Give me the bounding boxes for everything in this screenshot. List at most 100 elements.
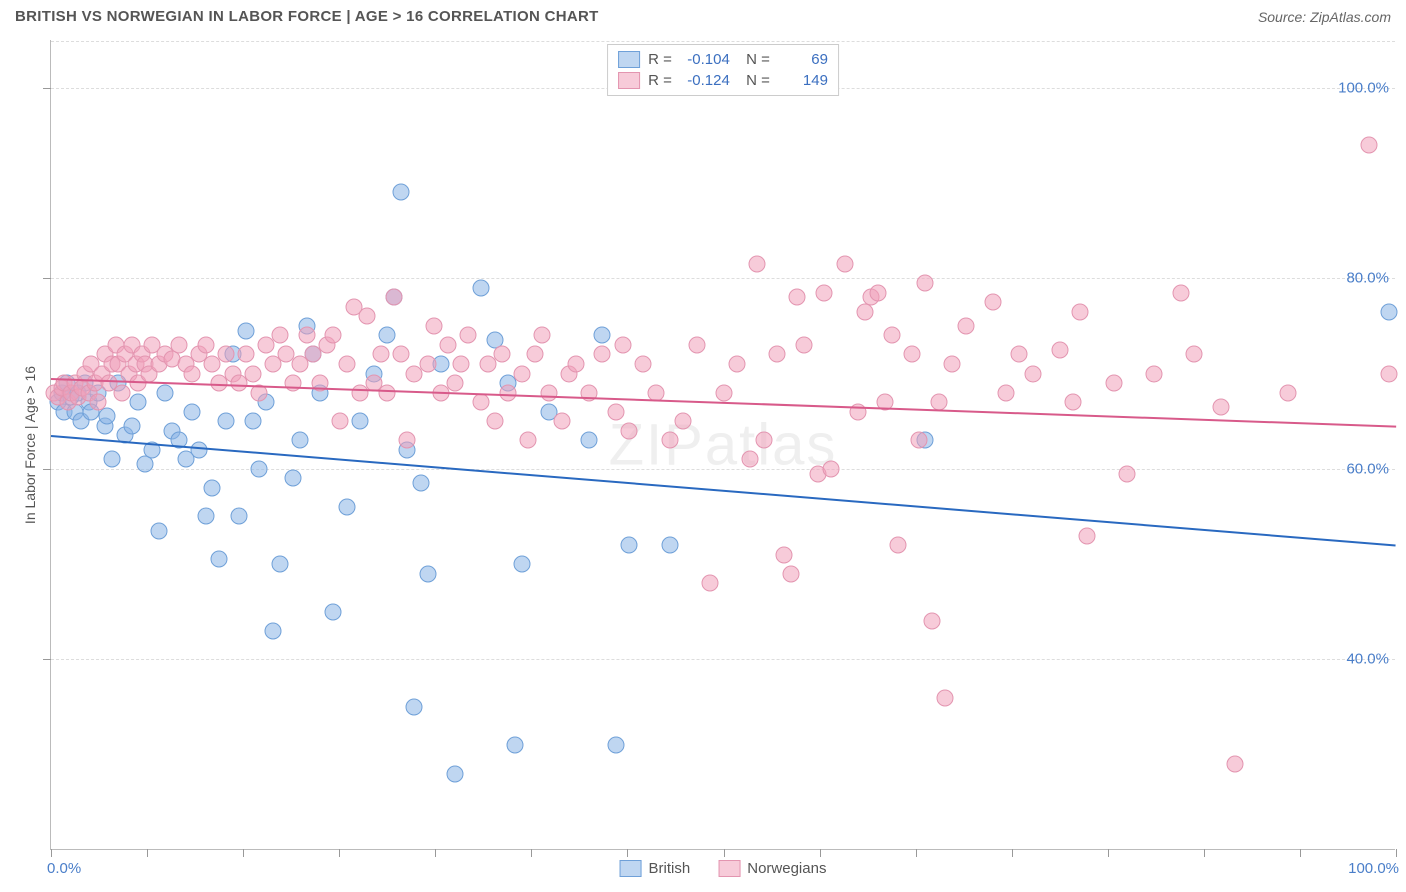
data-point bbox=[984, 294, 1001, 311]
data-point bbox=[285, 470, 302, 487]
legend-item-british: British bbox=[620, 860, 691, 877]
data-point bbox=[507, 737, 524, 754]
data-point bbox=[244, 365, 261, 382]
trend-line bbox=[51, 435, 1396, 547]
data-point bbox=[816, 284, 833, 301]
stat-n-label: N = bbox=[738, 72, 770, 89]
data-point bbox=[567, 356, 584, 373]
chart-header: BRITISH VS NORWEGIAN IN LABOR FORCE | AG… bbox=[0, 0, 1406, 31]
gridline bbox=[51, 278, 1395, 279]
swatch-british bbox=[620, 860, 642, 877]
data-point bbox=[204, 479, 221, 496]
gridline bbox=[51, 41, 1395, 42]
x-tick bbox=[243, 849, 244, 857]
data-point bbox=[459, 327, 476, 344]
data-point bbox=[621, 422, 638, 439]
data-point bbox=[930, 394, 947, 411]
data-point bbox=[271, 327, 288, 344]
legend-stats-row: R = -0.124 N = 149 bbox=[618, 70, 828, 91]
y-tick-label: 40.0% bbox=[1346, 651, 1389, 668]
data-point bbox=[540, 384, 557, 401]
data-point bbox=[1186, 346, 1203, 363]
data-point bbox=[412, 475, 429, 492]
data-point bbox=[372, 346, 389, 363]
swatch-norwegians bbox=[618, 72, 640, 89]
data-point bbox=[211, 551, 228, 568]
legend-stats-row: R = -0.104 N = 69 bbox=[618, 49, 828, 70]
data-point bbox=[217, 413, 234, 430]
data-point bbox=[264, 622, 281, 639]
data-point bbox=[776, 546, 793, 563]
data-point bbox=[957, 317, 974, 334]
data-point bbox=[170, 336, 187, 353]
data-point bbox=[1051, 341, 1068, 358]
data-point bbox=[385, 289, 402, 306]
data-point bbox=[325, 603, 342, 620]
legend-label: Norwegians bbox=[747, 860, 826, 877]
data-point bbox=[352, 413, 369, 430]
data-point bbox=[130, 394, 147, 411]
chart-container: In Labor Force | Age > 16 ZIPatlas R = -… bbox=[50, 40, 1395, 850]
data-point bbox=[123, 417, 140, 434]
data-point bbox=[923, 613, 940, 630]
data-point bbox=[661, 432, 678, 449]
data-point bbox=[406, 699, 423, 716]
data-point bbox=[789, 289, 806, 306]
data-point bbox=[379, 384, 396, 401]
data-point bbox=[1361, 136, 1378, 153]
x-tick bbox=[147, 849, 148, 857]
data-point bbox=[359, 308, 376, 325]
data-point bbox=[836, 255, 853, 272]
data-point bbox=[883, 327, 900, 344]
data-point bbox=[607, 403, 624, 420]
data-point bbox=[190, 441, 207, 458]
data-point bbox=[392, 346, 409, 363]
data-point bbox=[99, 408, 116, 425]
data-point bbox=[399, 432, 416, 449]
data-point bbox=[157, 384, 174, 401]
stat-r-label: R = bbox=[648, 72, 672, 89]
data-point bbox=[533, 327, 550, 344]
data-point bbox=[1119, 465, 1136, 482]
data-point bbox=[325, 327, 342, 344]
x-axis-min-label: 0.0% bbox=[47, 860, 81, 877]
data-point bbox=[1024, 365, 1041, 382]
x-tick bbox=[435, 849, 436, 857]
stat-n-label: N = bbox=[738, 51, 770, 68]
data-point bbox=[581, 432, 598, 449]
y-axis-title: In Labor Force | Age > 16 bbox=[22, 366, 38, 524]
data-point bbox=[903, 346, 920, 363]
data-point bbox=[607, 737, 624, 754]
data-point bbox=[527, 346, 544, 363]
data-point bbox=[1226, 756, 1243, 773]
data-point bbox=[238, 346, 255, 363]
data-point bbox=[426, 317, 443, 334]
swatch-norwegians bbox=[718, 860, 740, 877]
data-point bbox=[439, 336, 456, 353]
data-point bbox=[1071, 303, 1088, 320]
data-point bbox=[238, 322, 255, 339]
data-point bbox=[1280, 384, 1297, 401]
data-point bbox=[742, 451, 759, 468]
data-point bbox=[870, 284, 887, 301]
data-point bbox=[634, 356, 651, 373]
data-point bbox=[285, 375, 302, 392]
stat-n-val: 69 bbox=[778, 51, 828, 68]
stat-n-val: 149 bbox=[778, 72, 828, 89]
stat-r-label: R = bbox=[648, 51, 672, 68]
x-tick bbox=[820, 849, 821, 857]
y-tick bbox=[43, 88, 51, 89]
legend-item-norwegians: Norwegians bbox=[718, 860, 826, 877]
data-point bbox=[1105, 375, 1122, 392]
stat-r-val: -0.104 bbox=[680, 51, 730, 68]
data-point bbox=[944, 356, 961, 373]
chart-source: Source: ZipAtlas.com bbox=[1258, 9, 1391, 25]
data-point bbox=[338, 356, 355, 373]
data-point bbox=[621, 537, 638, 554]
data-point bbox=[453, 356, 470, 373]
data-point bbox=[823, 460, 840, 477]
data-point bbox=[917, 275, 934, 292]
data-point bbox=[338, 498, 355, 515]
data-point bbox=[749, 255, 766, 272]
data-point bbox=[1011, 346, 1028, 363]
